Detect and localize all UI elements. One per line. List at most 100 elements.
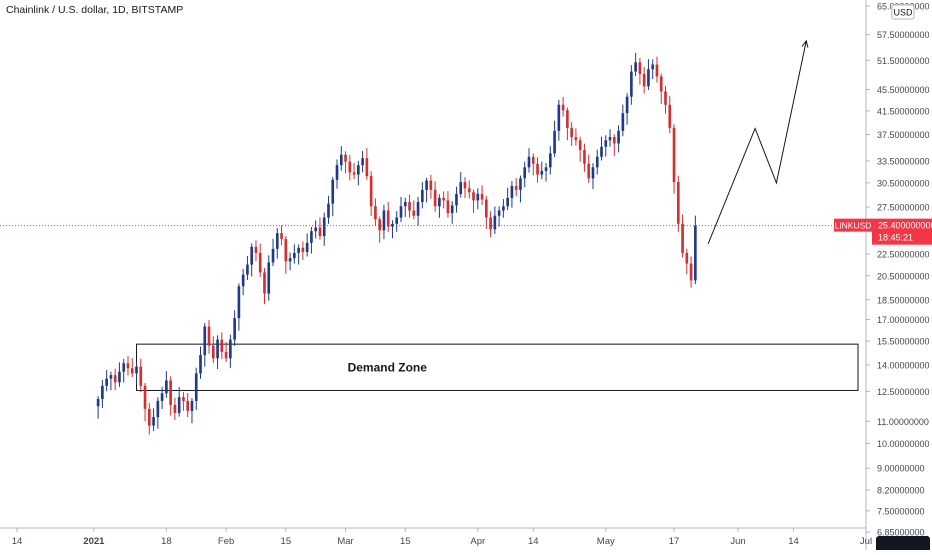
candle-body — [305, 242, 309, 252]
candle-body — [514, 185, 518, 190]
price-tick-label: 33.50000000 — [877, 156, 930, 166]
symbol-badge[interactable]: LINKUSD — [834, 218, 872, 232]
candle-body — [224, 351, 228, 359]
candle-body — [553, 130, 556, 154]
candle-body — [331, 179, 335, 204]
candle-body — [574, 137, 578, 141]
time-tick-label: 15 — [281, 536, 292, 547]
candle-body — [237, 286, 241, 319]
time-tick-label: 14 — [528, 536, 539, 547]
candle-body — [284, 238, 288, 262]
price-axis[interactable]: 65.0000000057.5000000051.5000000045.5000… — [866, 2, 930, 538]
candle-body — [634, 62, 637, 72]
candle-body — [122, 363, 126, 372]
candle-body — [207, 326, 211, 346]
candle-body — [160, 393, 164, 401]
candle-body — [566, 110, 569, 128]
price-badge[interactable]: 25.400000000 18:45:21 — [872, 218, 932, 245]
candle-body — [297, 247, 300, 253]
candle-body — [450, 205, 454, 214]
candle-body — [374, 206, 377, 220]
candle-body — [182, 397, 185, 401]
candle-body — [275, 233, 279, 249]
candle-body — [523, 167, 527, 179]
candle-body — [156, 400, 160, 418]
candle-body — [544, 167, 548, 171]
candle-body — [506, 197, 509, 207]
candle-body — [676, 182, 680, 224]
candle-body — [143, 385, 147, 409]
candle-body — [442, 197, 445, 201]
candle-body — [617, 130, 620, 144]
candle-body — [591, 167, 595, 179]
candle-body — [476, 193, 480, 201]
candle-body — [455, 193, 458, 206]
candle-body — [105, 378, 108, 386]
candle-body — [630, 71, 633, 97]
candle-body — [561, 104, 565, 111]
candle-body — [536, 163, 539, 175]
candle-body — [186, 400, 190, 411]
candle-body — [612, 137, 616, 144]
candle-body — [318, 227, 322, 237]
candle-body — [647, 69, 650, 87]
candle-body — [386, 210, 390, 227]
candle-body — [493, 215, 497, 230]
candle-body — [527, 156, 531, 168]
price-tick-label: 8.20000000 — [877, 485, 925, 495]
candle-body — [421, 189, 424, 203]
candle-body — [130, 368, 134, 374]
candle-body — [570, 127, 573, 138]
price-tick-label: 15.50000000 — [877, 337, 930, 347]
candle-body — [288, 258, 292, 262]
candle-body — [600, 146, 603, 157]
price-tick-label: 18.50000000 — [877, 295, 930, 305]
candle-body — [190, 400, 194, 411]
candle-body — [118, 371, 121, 383]
candle-body — [489, 217, 492, 230]
candle-body — [135, 366, 138, 374]
candle-body — [147, 408, 151, 426]
candle-body — [352, 172, 356, 175]
chart-title: Chainlink / U.S. dollar, 1D, BITSTAMP — [6, 4, 183, 16]
candle-body — [425, 180, 428, 190]
candle-body — [382, 210, 386, 231]
candle-body — [293, 252, 296, 259]
candle-body — [263, 272, 266, 294]
candle-body — [463, 182, 467, 189]
candle-body — [694, 225, 697, 281]
candle-body — [199, 355, 202, 374]
candle-body — [361, 158, 364, 166]
candle-body — [254, 246, 258, 253]
currency-badge[interactable]: USD — [891, 4, 915, 20]
candle-body — [412, 210, 416, 216]
candle-body — [672, 127, 676, 183]
projection-path[interactable] — [707, 40, 807, 245]
candle-body — [655, 64, 659, 77]
demand-zone-label: Demand Zone — [348, 360, 428, 374]
time-axis[interactable]: 14 2021 18 Feb 15 Mar 15 Apr 14 May 17 Jun 14 Jul — [12, 528, 872, 547]
candle-body — [540, 170, 544, 175]
candle-body — [548, 153, 552, 168]
candle-body — [113, 375, 117, 383]
candle-body — [608, 137, 612, 141]
candle-body — [177, 397, 181, 413]
demand-zone-box[interactable] — [136, 343, 859, 391]
candle-body — [689, 263, 693, 281]
candle-body — [165, 380, 168, 394]
demand-zone-layer: Demand Zone — [136, 343, 859, 391]
candle-body — [664, 91, 667, 105]
candle-body — [339, 154, 343, 166]
candle-body — [638, 62, 642, 74]
candle-body — [391, 223, 394, 227]
candle-body — [211, 345, 215, 359]
price-tick-label: 57.50000000 — [877, 30, 930, 40]
tradingview-logo[interactable] — [876, 536, 930, 554]
candle-body — [395, 217, 399, 224]
price-tick-label: 11.00000000 — [877, 417, 929, 427]
candle-body — [519, 178, 522, 190]
price-tick-label: 14.00000000 — [877, 360, 930, 370]
candle-body — [271, 248, 275, 263]
